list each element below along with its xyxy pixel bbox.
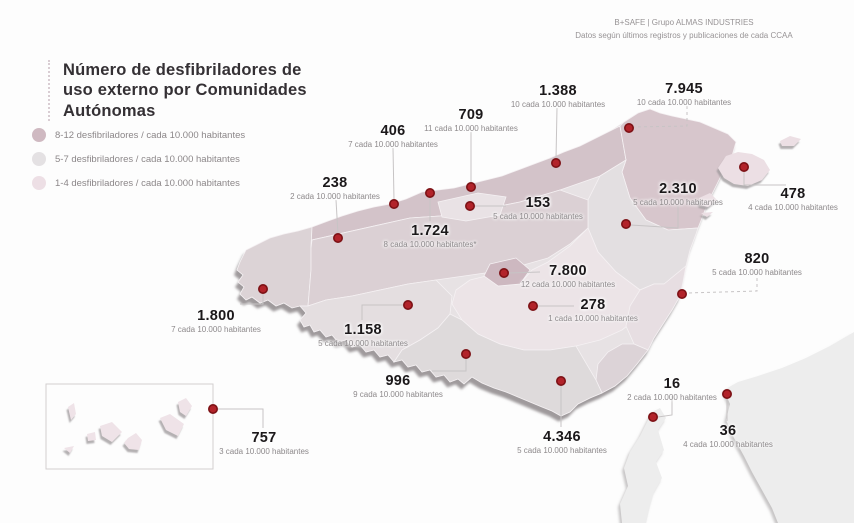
legend-label: 8-12 desfibriladores / cada 10.000 habit… bbox=[55, 129, 246, 141]
legend-swatch bbox=[32, 152, 46, 166]
marker-dot bbox=[460, 348, 471, 359]
marker-connector bbox=[432, 359, 467, 372]
marker-dot bbox=[465, 182, 476, 193]
marker-dot bbox=[402, 299, 413, 310]
island-ibiza bbox=[699, 193, 717, 207]
canary-inset bbox=[45, 383, 214, 470]
island-lanzarote bbox=[178, 398, 192, 416]
marker-dot bbox=[208, 403, 219, 414]
marker-dot bbox=[623, 123, 634, 134]
marker-dot bbox=[647, 411, 658, 422]
africa-tangier-peninsula bbox=[620, 408, 666, 523]
africa-mainland bbox=[724, 332, 854, 523]
marker-connector bbox=[686, 272, 758, 294]
legend-item: 5-7 desfibriladores / cada 10.000 habita… bbox=[32, 152, 245, 166]
marker-connector bbox=[743, 172, 786, 186]
marker-dot bbox=[527, 300, 538, 311]
marker-dot bbox=[257, 283, 268, 294]
marker-connector bbox=[657, 396, 673, 418]
marker-connector bbox=[218, 408, 264, 428]
source-note-block: B+SAFE | Grupo ALMAS INDUSTRIES Datos se… bbox=[554, 16, 814, 42]
region-northwest bbox=[236, 226, 313, 309]
marker-dot bbox=[555, 375, 566, 386]
marker-dot bbox=[464, 201, 475, 212]
marker-dot bbox=[721, 388, 732, 399]
marker-connector bbox=[335, 199, 339, 235]
marker-connector bbox=[633, 106, 688, 128]
legend-item: 8-12 desfibriladores / cada 10.000 habit… bbox=[32, 128, 245, 142]
legend: 8-12 desfibriladores / cada 10.000 habit… bbox=[32, 128, 245, 200]
brand-line: B+SAFE | Grupo ALMAS INDUSTRIES bbox=[614, 18, 754, 27]
island-la-palma bbox=[68, 403, 76, 420]
island-tenerife bbox=[100, 422, 122, 442]
canary-islands bbox=[64, 398, 192, 453]
island-fuerteventura bbox=[160, 414, 184, 436]
marker-dot bbox=[424, 188, 435, 199]
iberian-peninsula bbox=[236, 108, 737, 417]
marker-connector bbox=[508, 271, 541, 274]
africa-coast bbox=[620, 332, 854, 523]
marker-dot bbox=[620, 219, 631, 230]
canary-inset-box bbox=[45, 383, 214, 470]
marker-dot bbox=[550, 158, 561, 169]
marker-dot bbox=[738, 162, 749, 173]
marker-layer bbox=[208, 106, 786, 428]
marker-connector bbox=[630, 206, 679, 229]
marker-dot bbox=[498, 267, 509, 278]
island-gran-canaria bbox=[124, 433, 142, 450]
island-formentera bbox=[701, 212, 713, 217]
title-block: Número de desfibriladores de uso externo… bbox=[48, 60, 321, 122]
data-source-line: Datos según últimos registros y publicac… bbox=[575, 31, 793, 41]
legend-item: 1-4 desfibriladores / cada 10.000 habita… bbox=[32, 176, 245, 190]
region-west bbox=[299, 279, 453, 363]
marker-dot bbox=[332, 233, 343, 244]
region-south bbox=[393, 313, 603, 417]
marker-connector bbox=[240, 294, 264, 305]
legend-swatch bbox=[32, 176, 46, 190]
marker-connector bbox=[392, 147, 395, 201]
legend-swatch bbox=[32, 128, 46, 142]
marker-dot bbox=[388, 199, 399, 210]
island-menorca bbox=[780, 136, 801, 146]
marker-connector bbox=[555, 107, 558, 160]
legend-label: 1-4 desfibriladores / cada 10.000 habita… bbox=[55, 177, 240, 189]
marker-dot bbox=[676, 288, 687, 299]
legend-label: 5-7 desfibriladores / cada 10.000 habita… bbox=[55, 153, 240, 165]
island-el-hierro bbox=[64, 446, 74, 453]
page-title: Número de desfibriladores de uso externo… bbox=[63, 61, 307, 120]
island-la-gomera bbox=[87, 432, 96, 441]
marker-connector bbox=[361, 304, 404, 320]
